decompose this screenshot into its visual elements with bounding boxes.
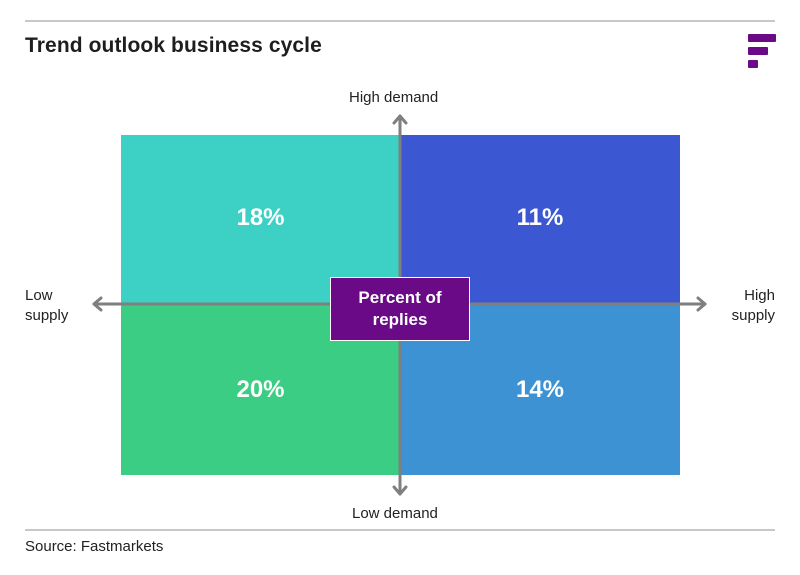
source-note: Source: Fastmarkets [25, 538, 164, 555]
center-label-box: Percent of replies [330, 277, 470, 341]
axis-label-line: Low [25, 287, 53, 304]
arrow-down-icon [392, 485, 408, 496]
axis-label-line: High [744, 287, 775, 304]
quadrant-value: 18% [236, 204, 285, 231]
axis-label-high-supply: High supply [700, 286, 775, 326]
axis-label-line: supply [25, 307, 69, 324]
arrow-right-icon [696, 296, 707, 312]
axis-label-line: supply [731, 307, 775, 324]
center-label: Percent of replies [358, 288, 442, 329]
bottom-rule [25, 529, 775, 531]
axis-label-high-demand: High demand [349, 89, 439, 106]
arrow-up-icon [392, 114, 408, 125]
top-rule [25, 20, 775, 22]
quadrant-value: 11% [516, 204, 564, 231]
arrow-left-icon [92, 296, 103, 312]
axis-label-low-demand: Low demand [352, 505, 438, 522]
chart-title: Trend outlook business cycle [25, 34, 322, 57]
axis-label-low-supply: Low supply [25, 286, 68, 326]
quadrant-value: 14% [515, 376, 565, 403]
quadrant-value: 20% [236, 376, 285, 403]
quadrant-high-demand-high-supply: 11% [400, 135, 680, 305]
quadrant-high-demand-low-supply: 18% [121, 135, 400, 305]
fastmarkets-logo-icon [748, 34, 776, 68]
